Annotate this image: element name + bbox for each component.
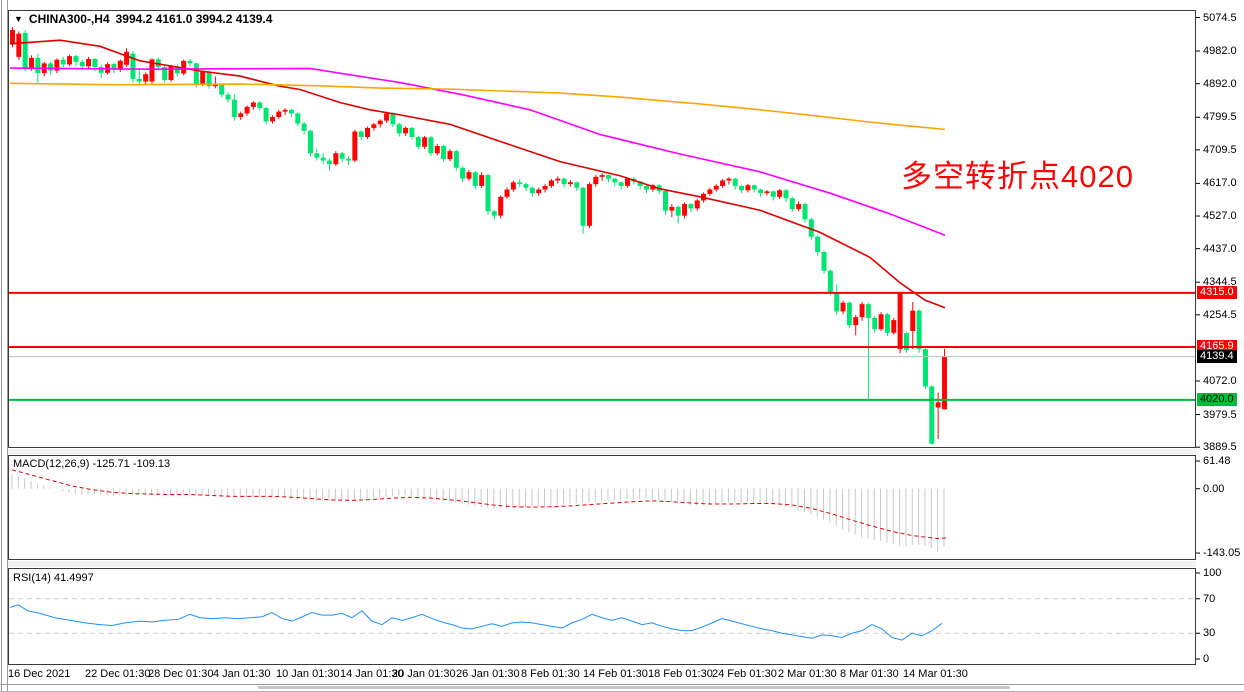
time-axis-label: 14 Mar 01:30: [903, 668, 968, 680]
symbol-dropdown-icon[interactable]: ▼: [14, 14, 23, 24]
price-badge-4020.0: 4020.0: [1197, 393, 1237, 407]
time-axis-label: 20 Jan 01:30: [392, 668, 456, 680]
rsi-indicator-label: RSI(14) 41.4997: [13, 572, 94, 584]
price-axis-ticks: [1196, 17, 1200, 660]
price-tick-label: 4892.0: [1203, 77, 1237, 90]
time-axis-label: 16 Dec 2021: [8, 668, 71, 680]
time-axis-label: 2 Mar 01:30: [778, 668, 837, 680]
price-badge-4315.0: 4315.0: [1197, 286, 1237, 300]
rsi-tick-label: 100: [1203, 567, 1222, 579]
price-tick-label: 4617.0: [1203, 177, 1237, 190]
price-badge-4165.9: 4165.9: [1197, 340, 1237, 354]
price-tick-label: 4799.5: [1203, 111, 1237, 124]
price-tick-label: 3979.5: [1203, 408, 1237, 421]
rsi-tick-label: 0: [1203, 653, 1210, 665]
window-bottom-border: [0, 684, 1244, 685]
time-axis-label: 4 Jan 01:30: [213, 668, 271, 680]
symbol-period-label: CHINA300-,H4: [28, 12, 110, 26]
macd-tick-label: 0.00: [1203, 482, 1225, 495]
window-left-border-inner: [7, 0, 8, 692]
price-tick-label: 4344.5: [1203, 276, 1237, 289]
price-tick-label: 4254.5: [1203, 308, 1237, 321]
price-tick-label: 4437.0: [1203, 242, 1237, 255]
rsi-panel[interactable]: [8, 568, 1196, 665]
price-tick-label: 5074.5: [1203, 11, 1237, 24]
rsi-tick-label: 70: [1203, 592, 1216, 605]
annotation-text: 多空转折点4020: [901, 159, 1134, 194]
chart-title: ▼ CHINA300-,H4 3994.2 4161.0 3994.2 4139…: [14, 12, 272, 26]
price-badge-4139.4: 4139.4: [1197, 350, 1237, 364]
macd-tick-label: -143.05: [1203, 547, 1241, 560]
ohlc-values: 3994.2 4161.0 3994.2 4139.4: [115, 12, 273, 26]
time-axis-label: 8 Mar 01:30: [840, 668, 899, 680]
price-tick-label: 3889.5: [1203, 441, 1237, 454]
panel-separator-2[interactable]: [8, 561, 1196, 567]
price-tick-label: 4527.0: [1203, 210, 1237, 223]
macd-tick-label: 61.48: [1203, 455, 1231, 468]
time-axis-label: 26 Jan 01:30: [456, 668, 520, 680]
panel-separator[interactable]: [8, 449, 1196, 454]
time-axis-label: 14 Jan 01:30: [340, 668, 404, 680]
rsi-tick-label: 30: [1203, 627, 1216, 640]
time-axis-label: 8 Feb 01:30: [521, 668, 580, 680]
price-tick-label: 4709.5: [1203, 143, 1237, 156]
macd-panel[interactable]: [8, 455, 1196, 560]
time-axis-label: 14 Feb 01:30: [583, 668, 648, 680]
window-left-border: [1, 0, 2, 692]
price-tick-label: 4072.0: [1203, 375, 1237, 388]
macd-indicator-label: MACD(12,26,9) -125.71 -109.13: [13, 458, 171, 470]
time-axis-label: 24 Feb 01:30: [712, 668, 777, 680]
time-axis-label: 28 Dec 01:30: [148, 668, 214, 680]
time-axis-label: 22 Dec 01:30: [85, 668, 151, 680]
price-chart-panel[interactable]: [8, 10, 1196, 448]
price-tick-label: 4982.0: [1203, 45, 1237, 58]
horizontal-scrollbar[interactable]: [258, 686, 1010, 689]
time-axis-label: 18 Feb 01:30: [648, 668, 713, 680]
time-axis-label: 10 Jan 01:30: [276, 668, 340, 680]
